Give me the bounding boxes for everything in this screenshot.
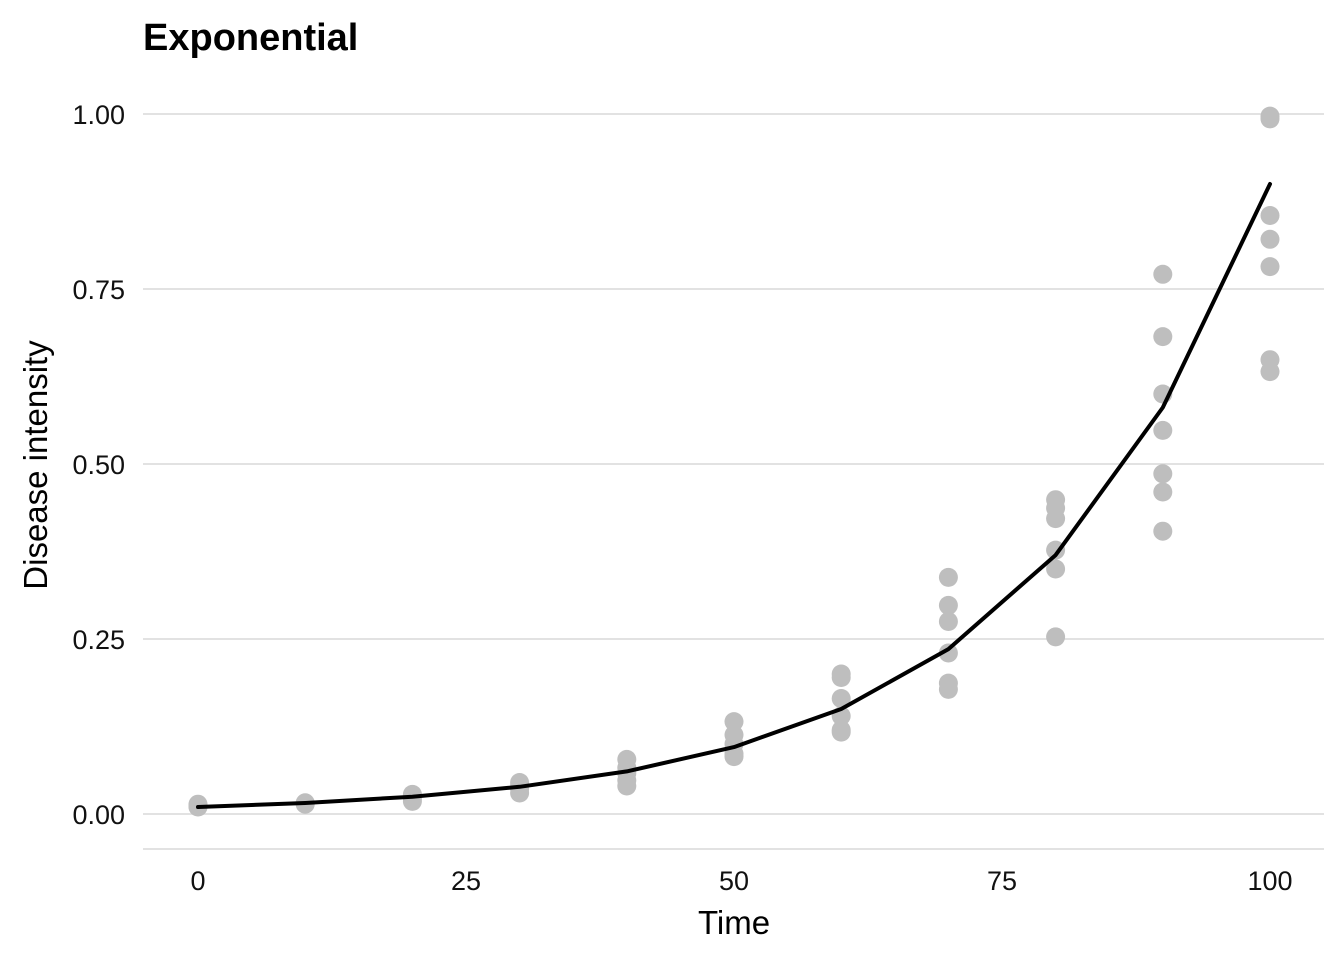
data-point — [938, 612, 958, 631]
x-tick-labels: 0 25 50 75 100 — [190, 866, 1292, 896]
y-tick-label: 0.50 — [72, 450, 125, 480]
data-point — [938, 643, 958, 663]
x-tick-label: 50 — [719, 866, 749, 896]
data-point — [831, 720, 851, 740]
observation-points — [188, 106, 1280, 817]
data-point — [1046, 559, 1066, 579]
data-point — [1260, 229, 1280, 249]
data-point — [1260, 257, 1280, 277]
data-point — [1260, 106, 1280, 126]
data-point — [1153, 464, 1173, 484]
y-tick-label: 1.00 — [72, 100, 125, 130]
fitted-line — [196, 182, 1272, 809]
data-point — [1153, 264, 1173, 284]
x-tick-label: 75 — [987, 866, 1017, 896]
x-tick-label: 25 — [451, 866, 481, 896]
data-point — [831, 689, 851, 708]
data-point — [724, 712, 744, 732]
data-point — [1046, 627, 1066, 647]
y-tick-labels: 0.00 0.25 0.50 0.75 1.00 — [72, 100, 125, 830]
y-gridlines — [143, 113, 1324, 815]
y-tick-label: 0.00 — [72, 800, 125, 830]
fitted-curve — [196, 182, 1272, 809]
data-point — [402, 784, 422, 804]
data-point — [1260, 350, 1280, 370]
data-point — [1046, 490, 1066, 510]
data-point — [1260, 206, 1280, 225]
x-axis-title: Time — [698, 904, 770, 941]
data-point — [831, 664, 851, 684]
x-tick-label: 100 — [1247, 866, 1292, 896]
data-point — [617, 749, 637, 769]
data-point — [938, 567, 958, 587]
data-point — [1153, 420, 1173, 440]
data-point — [1153, 521, 1173, 541]
data-point — [938, 673, 958, 693]
data-point — [1153, 482, 1173, 502]
data-point — [724, 725, 744, 745]
y-tick-label: 0.25 — [72, 625, 125, 655]
data-point — [938, 595, 958, 615]
x-tick-label: 0 — [190, 866, 205, 896]
data-point — [1153, 327, 1173, 347]
y-axis-title: Disease intensity — [17, 340, 54, 590]
chart-title: Exponential — [143, 17, 358, 59]
y-tick-label: 0.75 — [72, 275, 125, 305]
